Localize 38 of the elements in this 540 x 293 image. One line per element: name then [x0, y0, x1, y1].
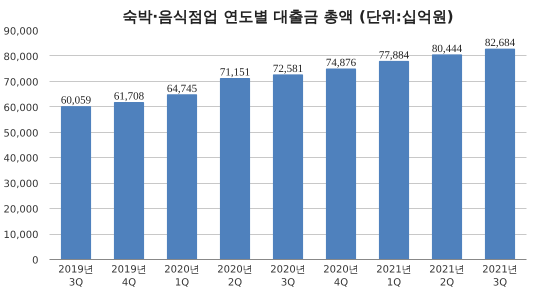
x-tick-label: 2020년 1Q	[164, 264, 200, 289]
y-tick-label: 70,000	[4, 77, 39, 88]
bar	[432, 54, 462, 260]
y-tick-label: 0	[32, 256, 39, 266]
data-label: 74,876	[326, 56, 357, 69]
bar	[326, 68, 356, 260]
x-tick-label: 2020년 4Q	[323, 264, 359, 289]
data-label: 64,745	[166, 82, 198, 95]
x-tick-label: 2019년 3Q	[58, 264, 94, 289]
bar	[114, 102, 144, 260]
data-label: 60,059	[60, 94, 92, 107]
x-tick-label: 2019년 4Q	[111, 264, 147, 289]
bar	[378, 60, 410, 260]
y-tick-label: 20,000	[4, 204, 39, 216]
y-tick-label: 50,000	[4, 128, 39, 140]
data-label: 71,151	[220, 66, 250, 78]
data-label: 72,581	[272, 62, 304, 75]
x-tick-label: 2020년 2Q	[217, 264, 253, 289]
x-tick-label: 2021년 1Q	[376, 264, 412, 289]
bar	[484, 48, 516, 260]
data-label: 77,884	[378, 49, 410, 62]
data-label: 80,444	[432, 42, 463, 55]
y-tick-label: 80,000	[4, 52, 39, 63]
x-tick-label: 2021년 3Q	[482, 264, 518, 289]
chart-title: 숙박·음식점업 연도별 대출금 총액 (단위:십억원)	[122, 8, 454, 26]
y-tick-label: 30,000	[4, 179, 39, 190]
y-tick-label: 90,000	[4, 26, 39, 38]
y-tick-label: 40,000	[4, 154, 39, 165]
data-label: 82,684	[484, 37, 516, 50]
bar	[166, 94, 198, 260]
y-tick-label: 60,000	[4, 102, 39, 114]
x-tick-label: 2020년 3Q	[270, 264, 306, 289]
x-tick-label: 2021년 2Q	[429, 264, 465, 289]
data-label: 61,708	[114, 90, 145, 102]
y-tick-label: 10,000	[4, 230, 39, 242]
bar	[272, 74, 304, 260]
bar	[60, 106, 92, 260]
bar	[220, 78, 250, 260]
